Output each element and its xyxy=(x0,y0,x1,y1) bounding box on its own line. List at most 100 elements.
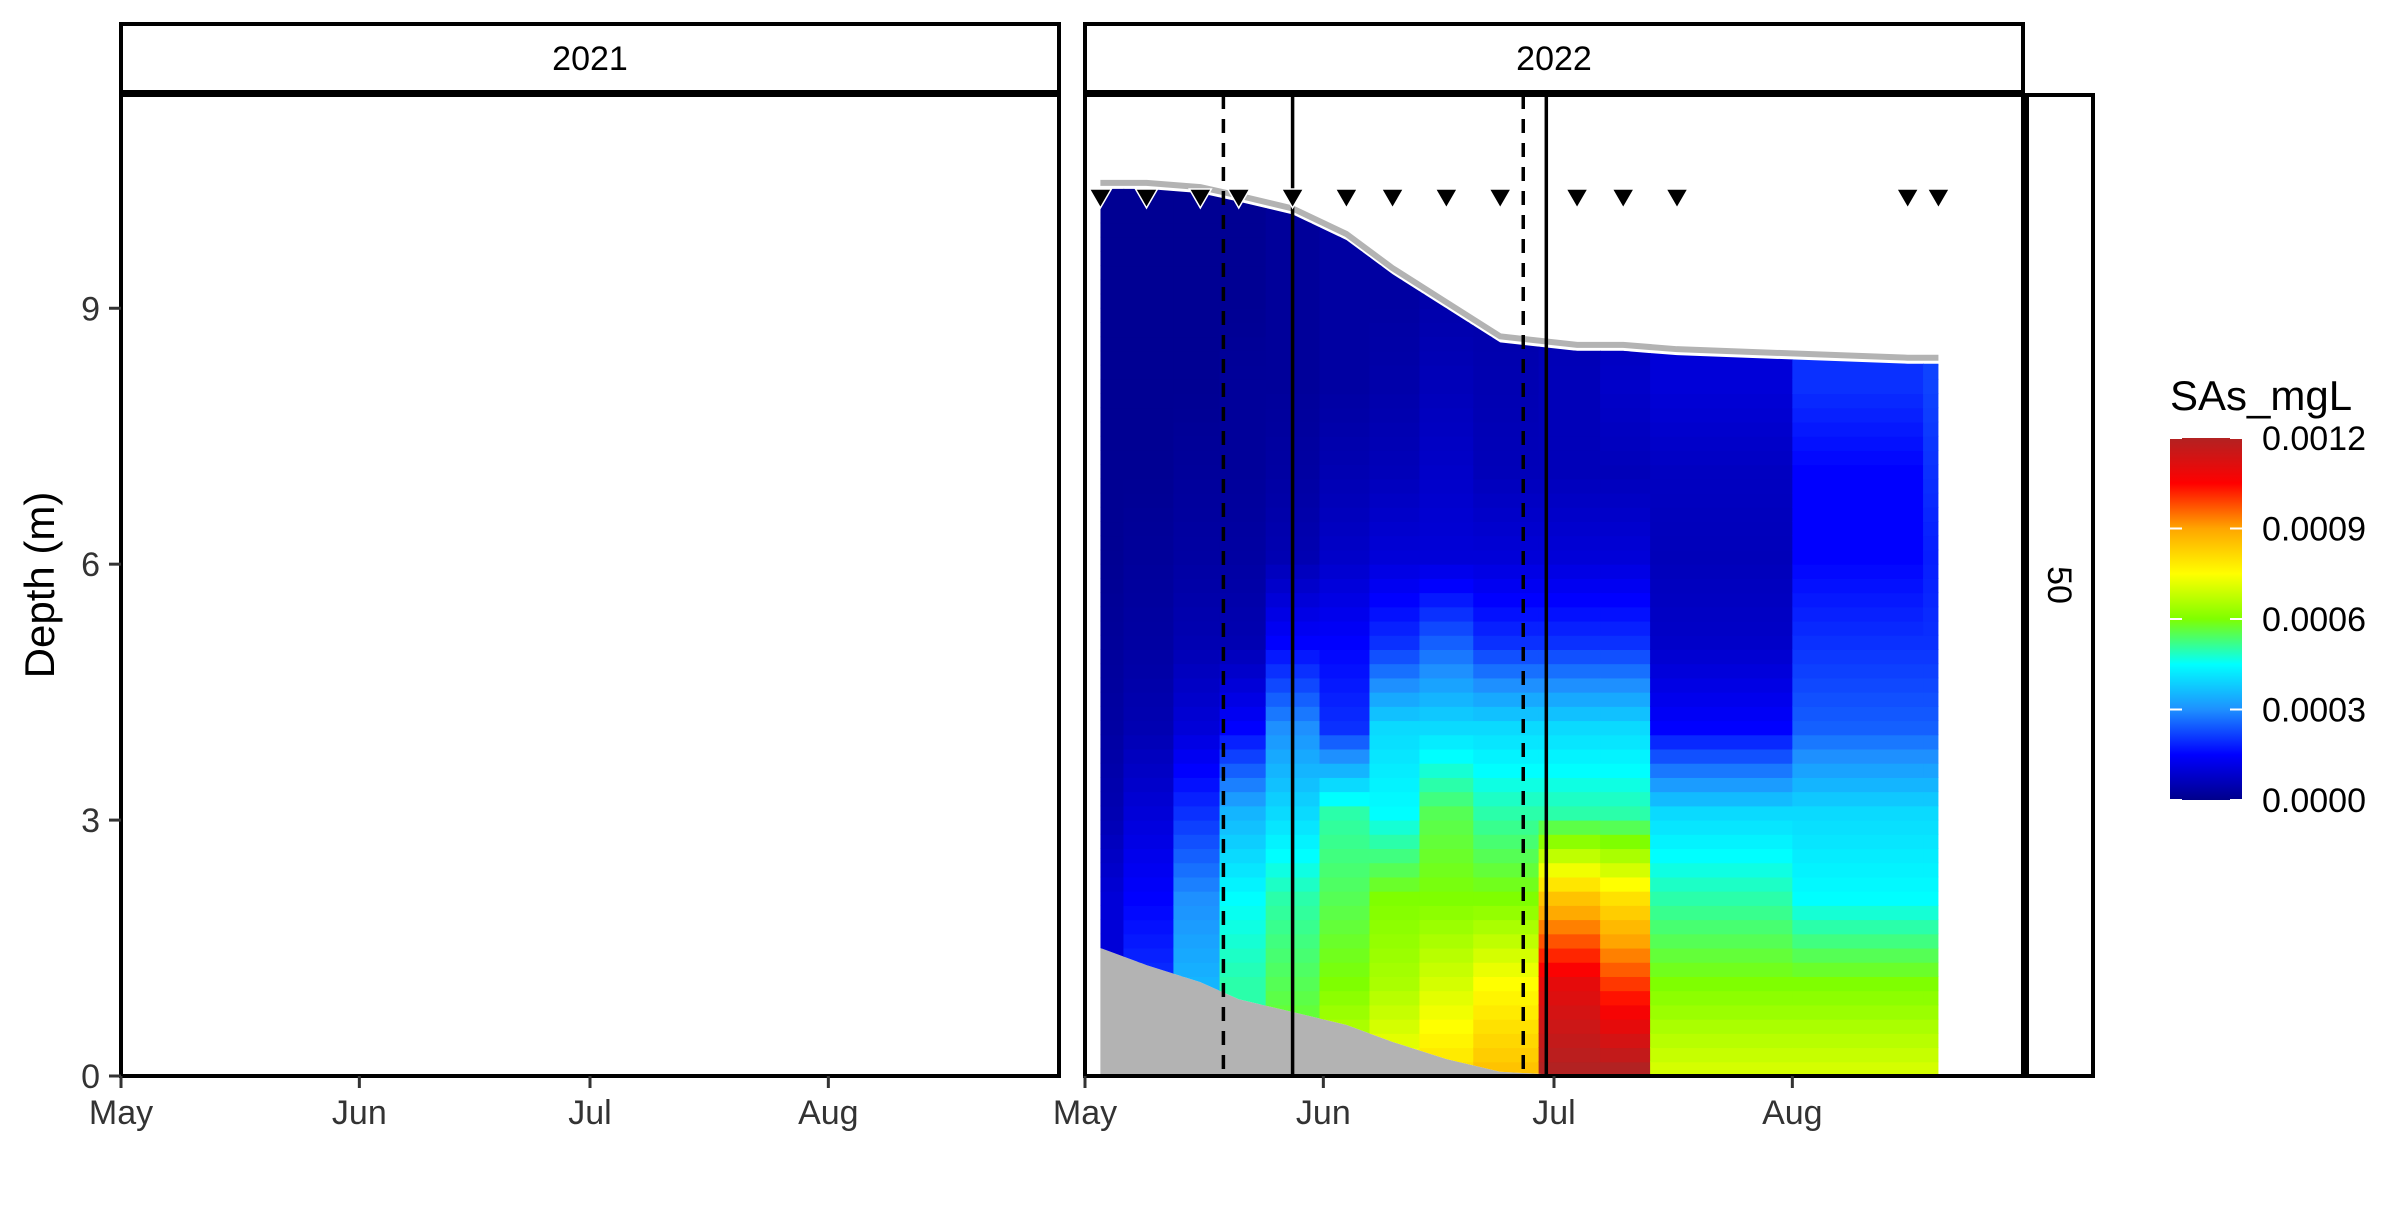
heat-cell xyxy=(1123,691,1175,707)
heat-cell xyxy=(1473,201,1540,224)
heat-cell xyxy=(1123,492,1175,508)
heat-cell xyxy=(1369,407,1421,423)
heat-cell xyxy=(1923,791,1939,807)
heat-cell xyxy=(1369,648,1421,665)
heat-cell xyxy=(1123,116,1174,138)
heat-cell xyxy=(1600,691,1651,707)
heat-cell xyxy=(1173,833,1221,850)
heat-cell xyxy=(1123,592,1175,608)
heat-cell xyxy=(1369,350,1421,366)
heat-cell xyxy=(1792,819,1924,835)
heat-cell xyxy=(1319,848,1371,864)
heat-cell xyxy=(1419,648,1475,665)
sample-marker xyxy=(1134,188,1159,210)
heat-cell xyxy=(1923,805,1939,821)
heat-cell xyxy=(1473,862,1540,878)
heat-cell xyxy=(1923,1047,1939,1063)
heat-cell xyxy=(1650,201,1794,224)
x-2022-tick-label-jul: Jul xyxy=(1532,1094,1575,1132)
heat-cell xyxy=(1419,563,1475,579)
heat-cell xyxy=(1473,307,1540,323)
panel-2021: 2021 xyxy=(119,22,1061,1078)
heat-cell xyxy=(1419,762,1475,778)
heat-cell xyxy=(1419,734,1475,750)
heat-cell xyxy=(1473,734,1540,750)
heat-cell xyxy=(1100,449,1125,466)
x-2022-tick-label-may: May xyxy=(1053,1094,1117,1132)
heat-cell xyxy=(1650,279,1794,295)
heat-cell xyxy=(1473,947,1540,963)
heat-cell xyxy=(1419,833,1475,850)
x-2021-tick-label-jun: Jun xyxy=(332,1094,387,1132)
heat-cell xyxy=(1419,506,1475,523)
heat-cell xyxy=(1792,677,1924,693)
heat-cell xyxy=(1369,492,1421,508)
heat-cell xyxy=(1538,975,1601,992)
heat-cell xyxy=(1600,492,1651,508)
heat-cell xyxy=(1538,563,1601,579)
heat-cell xyxy=(1219,648,1267,665)
heat-cell xyxy=(1100,819,1125,835)
heat-cell xyxy=(1319,449,1371,466)
heat-cell xyxy=(1600,876,1651,892)
heat-cell xyxy=(1419,919,1475,935)
heat-cell xyxy=(1792,606,1924,622)
heat-cell xyxy=(1219,819,1267,835)
heat-cell xyxy=(1792,592,1924,608)
heat-cell xyxy=(1473,350,1540,366)
y-tick-label-3: 3 xyxy=(81,802,100,840)
heat-cell xyxy=(1123,876,1175,892)
heat-cell xyxy=(1220,116,1267,138)
heat-cell xyxy=(1650,748,1794,764)
heat-cell xyxy=(1419,791,1475,807)
heat-cell xyxy=(1650,933,1794,949)
heat-cell xyxy=(1600,734,1651,750)
heat-cell xyxy=(1538,1004,1601,1020)
heat-cell xyxy=(1600,890,1651,906)
heat-cell xyxy=(1600,158,1651,180)
heat-cell xyxy=(1419,435,1475,451)
heat-cell xyxy=(1473,677,1540,693)
heat-cell xyxy=(1100,464,1125,480)
heat-cell xyxy=(1473,563,1540,579)
heat-cell xyxy=(1100,321,1125,338)
heat-cell xyxy=(1369,975,1421,992)
heat-cell xyxy=(1792,393,1924,409)
heat-cell xyxy=(1219,549,1267,565)
heat-cell xyxy=(1319,393,1371,409)
heat-cell xyxy=(1650,990,1794,1006)
heat-cell xyxy=(1219,279,1267,295)
heat-cell xyxy=(1173,478,1221,494)
heat-cell xyxy=(1173,236,1221,252)
heat-cell xyxy=(1219,691,1267,707)
heat-cell xyxy=(1173,947,1221,963)
heat-cell xyxy=(1319,748,1371,764)
heat-cell xyxy=(1369,748,1421,764)
heat-cell xyxy=(1600,990,1651,1006)
legend-title: SAs_mgL xyxy=(2170,372,2352,419)
heat-cell xyxy=(1419,158,1474,180)
heat-cell xyxy=(1600,833,1651,850)
heat-cell xyxy=(1173,762,1221,778)
heat-cell xyxy=(1600,563,1651,579)
heat-cell xyxy=(1792,364,1924,380)
heat-cell xyxy=(1473,748,1540,764)
heat-cell xyxy=(1650,321,1794,338)
heat-cell xyxy=(1320,95,1371,117)
heat-cell xyxy=(1923,734,1939,750)
x-axis-2022: May Jun Jul Aug xyxy=(1053,1076,1823,1132)
heat-cell xyxy=(1100,705,1125,722)
heat-cell xyxy=(1923,116,1939,138)
heat-cell xyxy=(1650,137,1793,159)
heat-cell xyxy=(1538,862,1601,878)
heat-cell xyxy=(1100,535,1125,551)
heat-cell xyxy=(1123,407,1175,423)
heat-cell xyxy=(1792,407,1924,423)
heat-cell xyxy=(1923,378,1939,395)
heat-cell xyxy=(1792,563,1924,579)
heat-cell xyxy=(1369,734,1421,750)
heat-cell xyxy=(1792,307,1924,323)
heat-cell xyxy=(1319,563,1371,579)
heat-cell xyxy=(1473,606,1540,622)
